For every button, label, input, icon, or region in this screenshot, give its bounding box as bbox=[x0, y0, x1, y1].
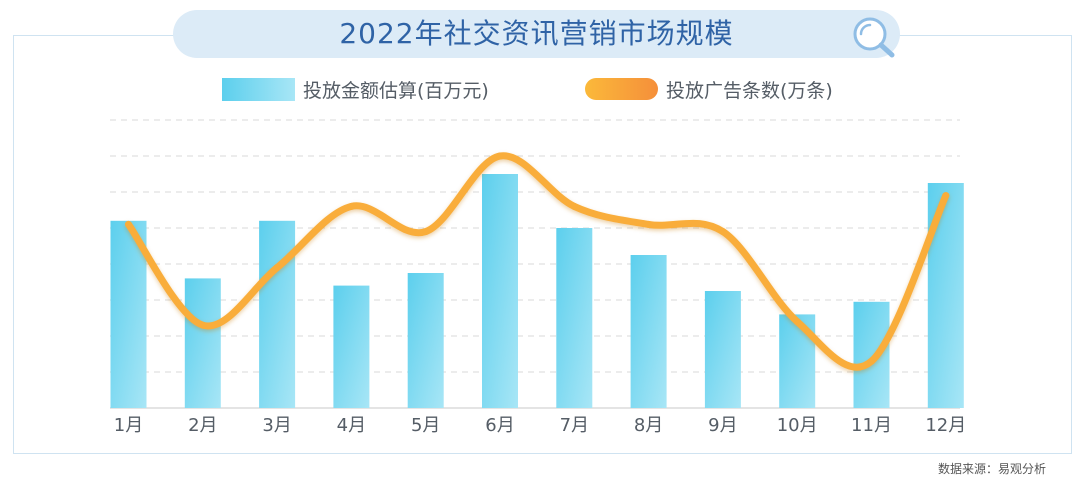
line-point-11月 bbox=[868, 357, 875, 365]
x-tick-label: 2月 bbox=[188, 415, 217, 436]
x-tick-label: 8月 bbox=[634, 415, 663, 436]
legend-bar-item: 投放金额估算(百万元) bbox=[222, 76, 489, 102]
source-note: 数据来源：易观分析 bbox=[937, 462, 1046, 476]
bar-10月 bbox=[779, 314, 816, 408]
legend-line-swatch bbox=[585, 78, 658, 100]
x-tick-label: 6月 bbox=[485, 415, 514, 436]
x-tick-label: 1月 bbox=[114, 415, 143, 436]
x-tick-label: 12月 bbox=[925, 415, 966, 436]
line-point-7月 bbox=[570, 202, 578, 210]
chart-title: 2022年社交资讯营销市场规模 bbox=[339, 17, 734, 50]
line-point-6月 bbox=[496, 152, 504, 160]
line-point-2月 bbox=[199, 321, 207, 329]
line-point-8月 bbox=[645, 220, 653, 228]
bar-2月 bbox=[184, 278, 221, 408]
grid-lines bbox=[110, 119, 960, 409]
bar-7月 bbox=[556, 228, 593, 408]
bar-6月 bbox=[482, 174, 518, 408]
line-point-3月 bbox=[273, 264, 281, 272]
line-point-1月 bbox=[125, 220, 132, 228]
bar-8月 bbox=[630, 255, 667, 408]
bar-5月 bbox=[407, 273, 444, 408]
line-point-5月 bbox=[422, 228, 430, 236]
x-tick-label: 9月 bbox=[708, 415, 737, 436]
bar-4月 bbox=[333, 285, 370, 408]
x-tick-label: 7月 bbox=[560, 415, 589, 436]
bar-11月 bbox=[853, 301, 890, 408]
bar-1月 bbox=[110, 220, 147, 408]
x-axis-labels: 1月 2月 3月 4月 5月 6月 7月 8月 9月 10月 11月 12月 bbox=[114, 415, 966, 436]
bar-9月 bbox=[704, 291, 741, 408]
bar-12月 bbox=[927, 183, 964, 408]
x-tick-label: 5月 bbox=[411, 415, 440, 436]
line-series bbox=[125, 152, 950, 371]
legend-bar-label: 投放金额估算(百万元) bbox=[303, 79, 489, 102]
x-tick-label: 10月 bbox=[777, 415, 818, 436]
legend-bar-swatch bbox=[222, 77, 295, 101]
search-icon bbox=[853, 17, 895, 58]
line-point-10月 bbox=[793, 318, 801, 326]
line-path bbox=[125, 152, 950, 371]
title-banner bbox=[173, 10, 900, 58]
line-point-9月 bbox=[719, 228, 727, 236]
x-tick-label: 11月 bbox=[851, 415, 892, 436]
legend-line-label: 投放广告条数(万条) bbox=[666, 79, 833, 102]
line-point-4月 bbox=[347, 202, 355, 210]
bar-3月 bbox=[259, 220, 296, 408]
legend-line-item: 投放广告条数(万条) bbox=[585, 76, 833, 102]
x-tick-label: 4月 bbox=[337, 415, 366, 436]
x-tick-label: 3月 bbox=[262, 415, 291, 436]
line-point-12月 bbox=[942, 192, 950, 200]
bar-series bbox=[110, 174, 964, 408]
